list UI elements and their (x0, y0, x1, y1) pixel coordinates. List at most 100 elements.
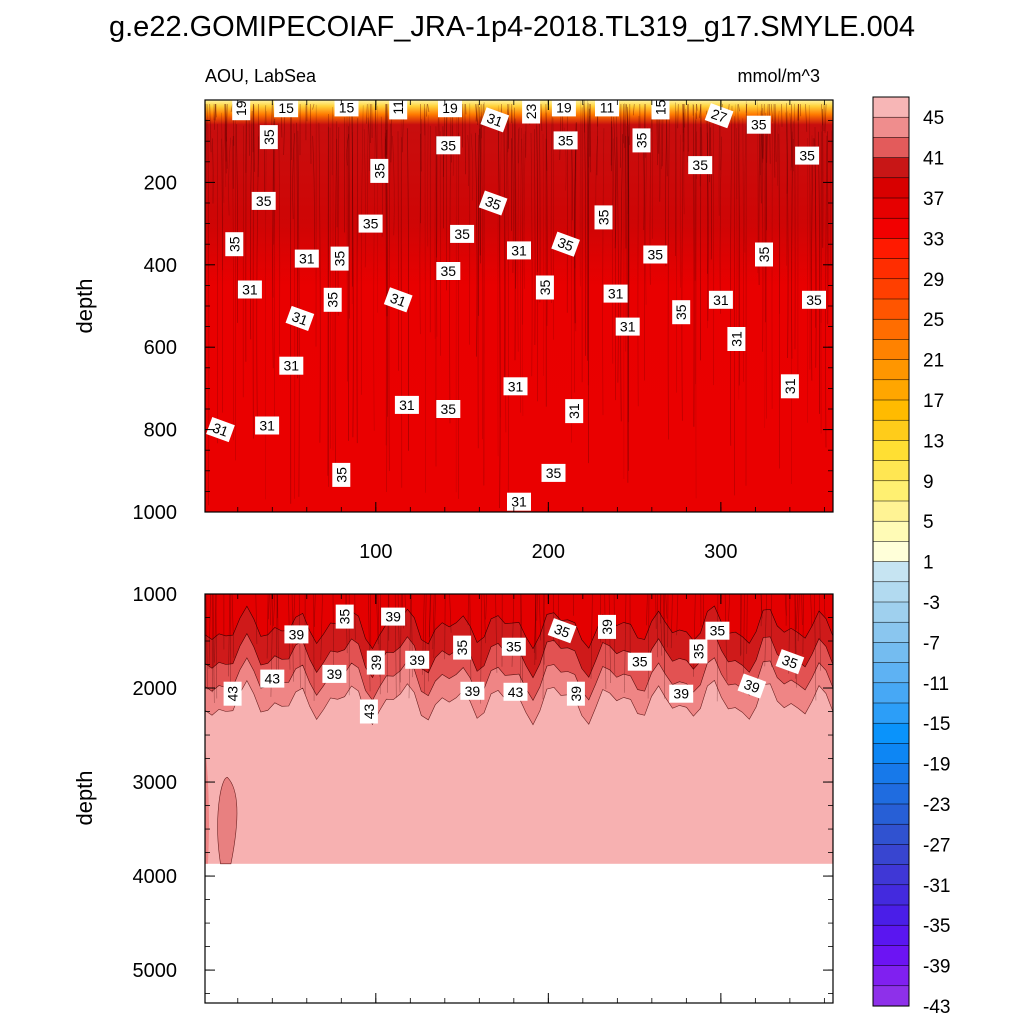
contour-label-text: 35 (690, 643, 706, 659)
contour-line (693, 104, 695, 427)
contour-label: 35 (335, 604, 354, 629)
contour-label-text: 19 (233, 100, 249, 116)
upper-units-label: mmol/m^3 (738, 66, 820, 86)
contour-label: 31 (480, 107, 510, 133)
contour-line (497, 105, 499, 457)
contour-label: 35 (705, 621, 730, 640)
contour-line (677, 103, 679, 129)
contour-label-text: 15 (653, 99, 669, 115)
contour-label-box (598, 614, 616, 639)
contour-label-box (436, 262, 461, 280)
contour-line (367, 117, 371, 172)
contour-line (225, 136, 227, 188)
colorbar-label: -15 (923, 714, 950, 735)
contour-line (676, 594, 679, 636)
contour-label-box (651, 100, 670, 120)
contour-line (682, 103, 685, 142)
contour-line (427, 115, 429, 247)
contour-label-text: 15 (278, 100, 294, 116)
contour-line (646, 594, 648, 626)
contour-line (545, 103, 548, 171)
contour-line (433, 594, 436, 658)
contour-line (710, 127, 712, 260)
contour-line (250, 110, 253, 340)
contour-line (435, 126, 438, 258)
colorbar-swatch (872, 601, 910, 623)
contour-label-box (780, 374, 799, 399)
contour-label-text: 43 (265, 671, 281, 687)
contour-label-box (541, 463, 566, 482)
contour-label-text: 35 (634, 132, 650, 148)
contour-label: 43 (359, 699, 378, 724)
contour-label: 31 (237, 280, 262, 299)
contour-label-box (359, 699, 378, 724)
contour-line (626, 103, 628, 126)
colorbar-label: 25 (923, 310, 944, 331)
contour-label-text: 35 (363, 216, 379, 232)
contour-line (312, 135, 315, 264)
colorbar-label: 29 (923, 270, 944, 291)
contour-line (712, 117, 715, 386)
contour-line (667, 113, 670, 440)
contour-line (583, 100, 587, 356)
contour-label: 35 (332, 462, 351, 487)
contour-label-text: 43 (508, 684, 524, 700)
colorbar-swatch (872, 500, 910, 522)
contour-label: 39 (737, 673, 767, 699)
contour-line (266, 594, 269, 659)
contour-label: 39 (284, 625, 309, 644)
contour-line (351, 108, 354, 438)
upper-y-axis-title: depth (72, 278, 97, 333)
y-tick-label: 200 (144, 172, 177, 194)
contour-label-box (603, 284, 628, 303)
contour-line (224, 103, 227, 174)
contour-label-box (332, 462, 351, 487)
contour-label: 35 (478, 190, 508, 216)
contour-label-box (370, 158, 389, 183)
contour-line (499, 108, 502, 418)
contour-label-text: 11 (390, 100, 406, 115)
contour-label-text: 31 (210, 419, 230, 439)
contour-label-text: 31 (713, 292, 729, 308)
colorbar-swatch (872, 581, 910, 603)
upper-contour-labels: 19 15 15 11 19 31 23 19 11 15 27 35 35 35 35 35 35 35 35 35… (206, 99, 826, 511)
contour-line (483, 594, 486, 644)
contour-line (587, 115, 590, 168)
contour-line (660, 594, 663, 656)
contour-label-text: 31 (508, 378, 524, 394)
colorbar-label: 13 (923, 431, 944, 452)
contour-line (811, 138, 814, 381)
y-tick-label: 3000 (133, 772, 178, 794)
contour-label-text: 31 (388, 290, 408, 310)
contour-line (687, 103, 689, 152)
contour-line (795, 594, 799, 630)
contour-line (444, 594, 446, 660)
contour-label-text: 31 (620, 319, 636, 335)
contour-line (521, 138, 524, 325)
contour-line (503, 129, 506, 395)
contour-band (205, 594, 833, 650)
y-tick-label: 800 (144, 420, 177, 442)
contour-label-box (322, 664, 347, 683)
contour-label: 35 (802, 290, 826, 309)
colorbar-swatch (872, 864, 910, 886)
colorbar-swatch (872, 763, 910, 785)
contour-line (774, 103, 777, 162)
contour-label-text: 35 (552, 621, 572, 641)
contour-label-box (689, 639, 708, 664)
contour-label-box (627, 652, 652, 671)
contour-label-text: 35 (673, 304, 689, 320)
contour-line (310, 103, 312, 164)
contour-label-box (755, 242, 773, 267)
contour-line (429, 594, 432, 638)
contour-line (536, 594, 538, 621)
contour-label-box (565, 399, 584, 424)
contour-label-box (503, 682, 528, 701)
contour-line (773, 103, 776, 178)
contour-line (276, 594, 278, 680)
contour-line (663, 594, 665, 673)
contour-label-text: 35 (226, 236, 242, 252)
contour-line (627, 106, 629, 471)
contour-label: 35 (643, 245, 668, 264)
